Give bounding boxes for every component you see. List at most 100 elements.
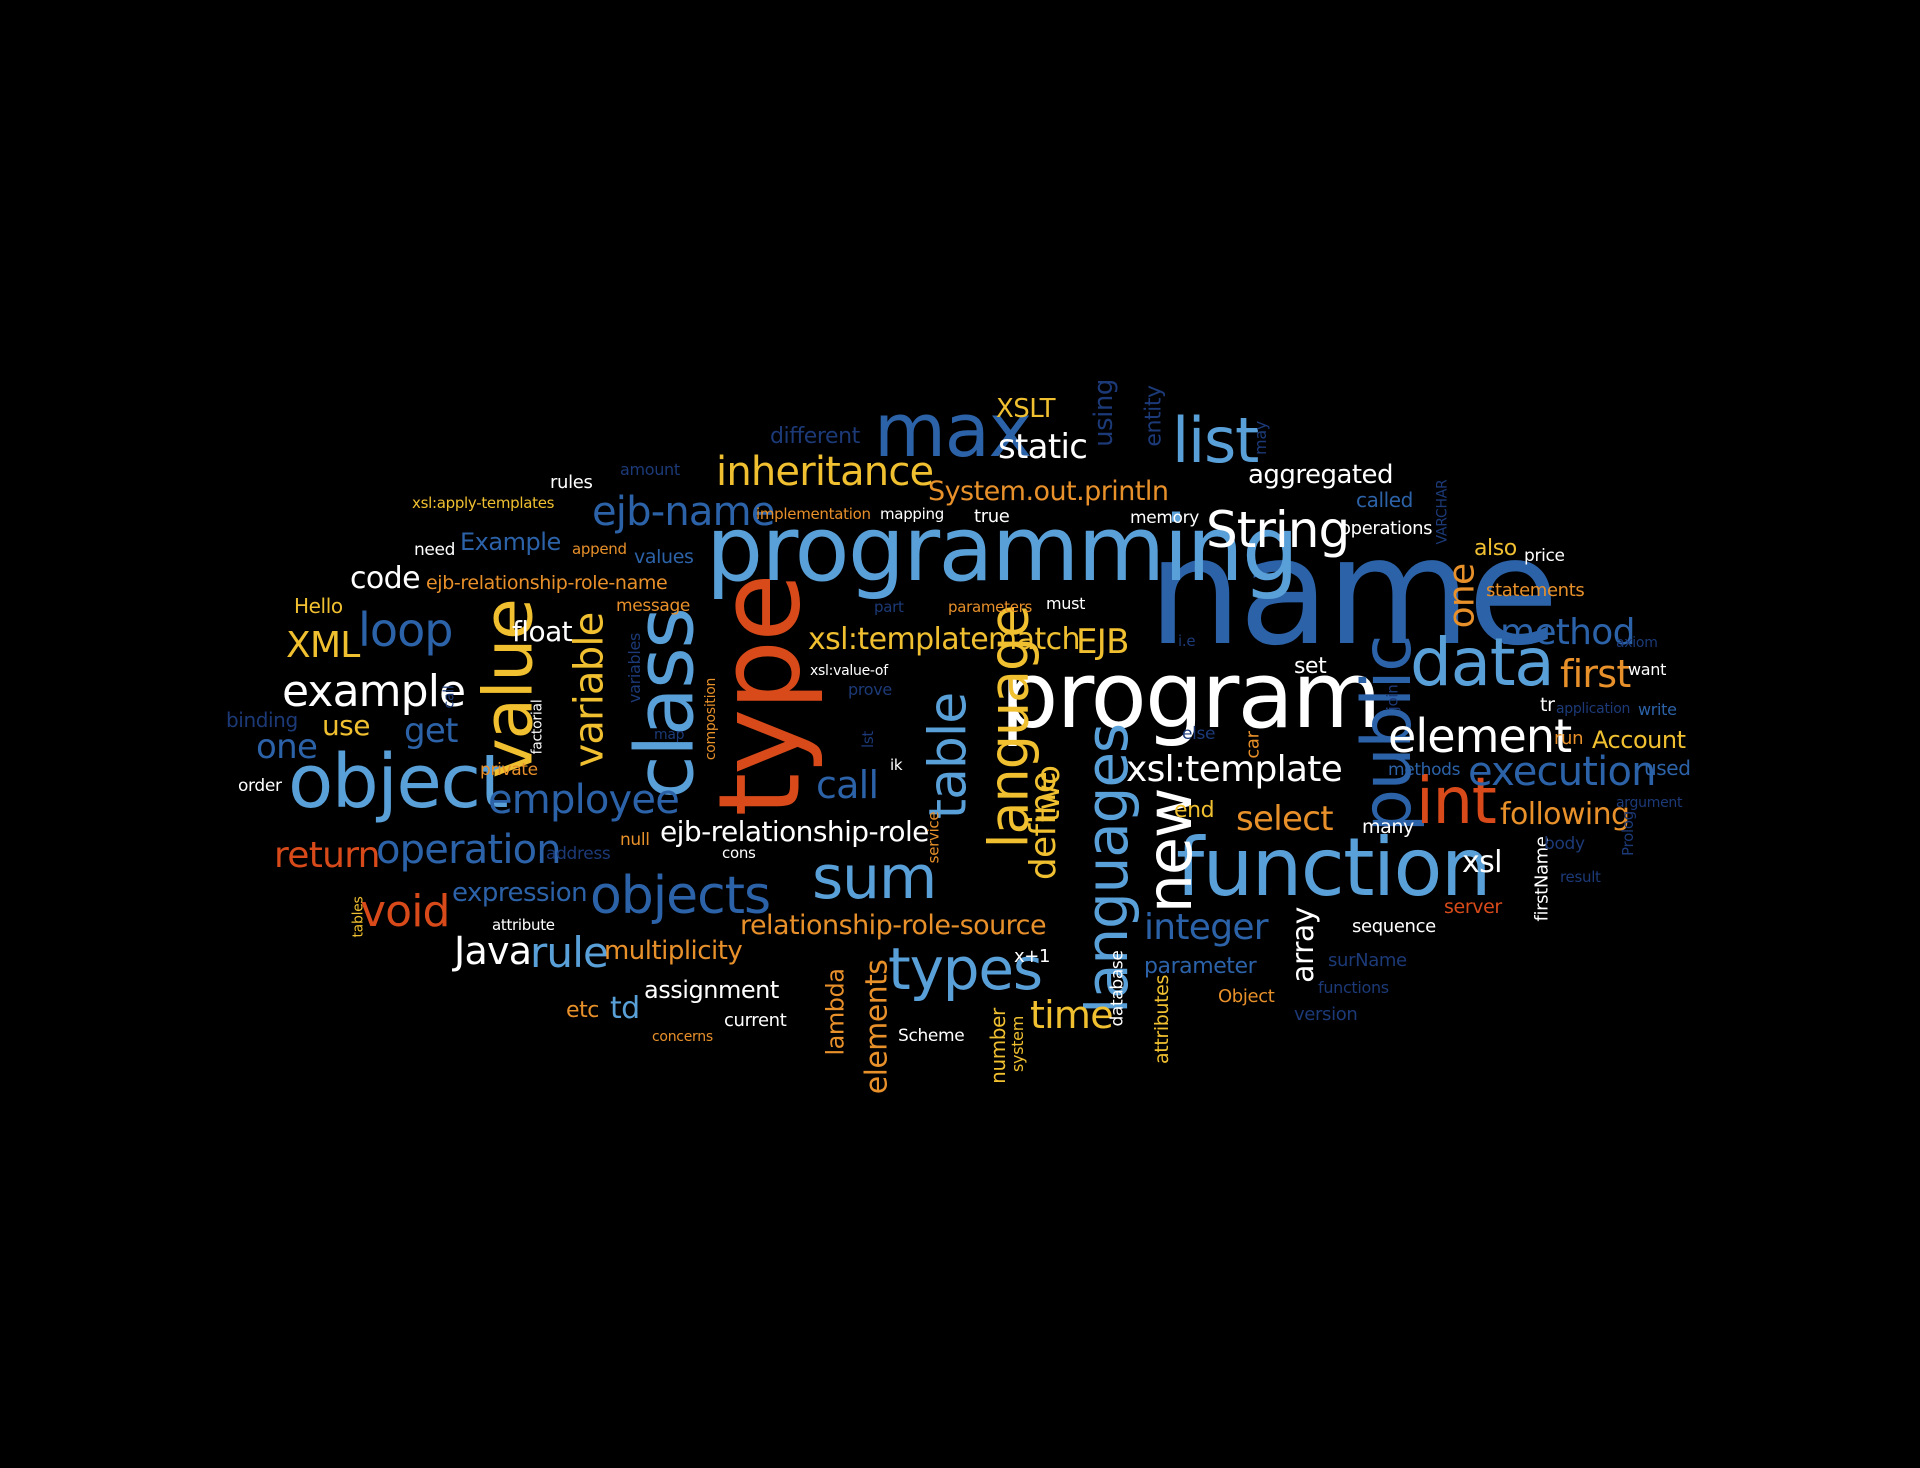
cloud-word-xsl-apply-templates: xsl:apply-templates (412, 494, 555, 512)
cloud-word-run: run (1554, 728, 1584, 749)
cloud-word-assignment: assignment (644, 976, 779, 1004)
cloud-word-tr: tr (1540, 694, 1555, 716)
cloud-word-address: address (546, 844, 611, 864)
cloud-word-element: element (1388, 709, 1572, 763)
cloud-word-end: end (1174, 798, 1215, 823)
cloud-word-inheritance: inheritance (716, 449, 934, 495)
cloud-word-call: call (816, 763, 879, 807)
cloud-word-rules: rules (550, 472, 593, 493)
cloud-word-two: two (1029, 765, 1068, 823)
cloud-word-argument: argument (1616, 795, 1683, 811)
cloud-word-ejb: EJB (1076, 622, 1129, 662)
cloud-word-memory: memory (1130, 508, 1199, 528)
cloud-word-append: append (572, 540, 627, 558)
cloud-word-types: types (888, 935, 1043, 1003)
cloud-word-parameters: parameters (948, 598, 1033, 616)
cloud-word-tables: tables (350, 896, 367, 938)
cloud-word-factorial: factorial (529, 699, 546, 755)
cloud-word-ik: ik (890, 756, 903, 774)
cloud-word-float: float (512, 615, 573, 648)
cloud-word-want: want (1628, 660, 1667, 679)
cloud-word-get: get (404, 711, 458, 751)
cloud-word-concerns: concerns (652, 1029, 713, 1045)
cloud-word-implementation: implementation (756, 505, 871, 523)
cloud-word-attributes: attributes (1150, 975, 1173, 1064)
cloud-word-array: array (1285, 907, 1321, 983)
cloud-word-xsl: xsl (1462, 845, 1503, 880)
cloud-word-server: server (1444, 896, 1502, 918)
cloud-word-also: also (1474, 536, 1517, 561)
cloud-word-elements: elements (859, 959, 895, 1095)
cloud-word-statements: statements (1486, 580, 1585, 601)
cloud-word-attribute: attribute (492, 916, 555, 934)
cloud-word-name: name (1148, 506, 1559, 678)
cloud-word-sequence: sequence (1352, 916, 1436, 937)
cloud-word-cons: cons (722, 844, 756, 862)
cloud-word-current: current (724, 1010, 787, 1031)
cloud-word-int: int (1416, 765, 1497, 839)
cloud-word-employee: employee (488, 777, 680, 823)
cloud-word-return: return (274, 835, 380, 876)
cloud-word-xsl-templatematch: xsl:templatematch (808, 622, 1081, 657)
cloud-word-private: private (480, 760, 538, 780)
cloud-word-else: else (1182, 724, 1216, 744)
cloud-word-x-plus-1: x+1 (1014, 946, 1051, 967)
cloud-word-values: values (634, 546, 694, 568)
cloud-word-multiplicity: multiplicity (604, 936, 743, 966)
cloud-word-order: order (238, 776, 282, 796)
cloud-word-loop: loop (358, 603, 454, 657)
cloud-word-aggregated: aggregated (1248, 460, 1394, 490)
cloud-word-body: body (1544, 834, 1585, 854)
cloud-word-may: may (1250, 421, 1270, 455)
cloud-word-lambda: lambda (821, 968, 850, 1056)
cloud-word-td: td (610, 991, 640, 1026)
cloud-word-first: first (1560, 652, 1631, 696)
cloud-word-programming: programming (706, 497, 1299, 602)
cloud-word-write: write (1638, 700, 1677, 719)
cloud-word-static: static (998, 427, 1088, 467)
cloud-word-composition: composition (703, 677, 720, 761)
cloud-word-method: method (1500, 612, 1635, 653)
cloud-word-ejb-relationship-role: ejb-relationship-role (660, 815, 929, 848)
cloud-word-account: Account (1592, 726, 1686, 754)
cloud-word-ejb-relationship-role-name: ejb-relationship-role-name (426, 572, 668, 594)
cloud-word-operations: operations (1340, 518, 1433, 539)
cloud-word-variables: variables (625, 632, 645, 704)
cloud-word-time: time (1030, 993, 1114, 1037)
cloud-word-price: price (1524, 546, 1565, 566)
cloud-word-execution: execution (1468, 749, 1657, 795)
cloud-word-select: select (1236, 799, 1334, 839)
cloud-word-relationship-role-source: relationship-role-source (740, 910, 1047, 941)
cloud-word-null: null (620, 830, 650, 850)
cloud-word-scheme: Scheme (898, 1026, 965, 1046)
cloud-word-java: Java (454, 929, 532, 973)
cloud-word-message: message (616, 596, 691, 616)
cloud-word-result: result (1560, 868, 1601, 886)
cloud-word-hello: Hello (294, 594, 343, 618)
cloud-word-function: function (1176, 821, 1492, 914)
cloud-word-following: following (1500, 797, 1630, 832)
cloud-word-void: void (360, 886, 450, 937)
cloud-word-example: example (282, 666, 466, 717)
cloud-word-methods: methods (1388, 760, 1461, 780)
cloud-word-using: using (1088, 379, 1119, 447)
cloud-word-call-2: call (441, 685, 458, 709)
cloud-word-axiom: axiom (1616, 635, 1658, 651)
cloud-word-need: need (414, 540, 456, 560)
cloud-word-expression: expression (452, 878, 588, 908)
cloud-word-one: one (1441, 563, 1483, 629)
cloud-word-amount: amount (620, 460, 680, 479)
cloud-word-xsl-value-of: xsl:value-of (810, 663, 888, 679)
cloud-word-used: used (1644, 756, 1691, 780)
cloud-word-one-2: one (256, 727, 318, 767)
cloud-word-i-e: i.e (1178, 632, 1196, 650)
cloud-word-true: true (974, 506, 1010, 527)
cloud-word-join: join (1383, 684, 1402, 711)
cloud-word-mapping: mapping (880, 505, 944, 523)
cloud-word-rule: rule (530, 928, 609, 977)
cloud-word-xslt: XSLT (996, 394, 1056, 424)
cloud-word-system: system (1007, 1016, 1027, 1072)
cloud-word-part: part (874, 598, 904, 616)
cloud-word-binding: binding (226, 708, 298, 732)
cloud-word-set: set (1294, 654, 1327, 679)
